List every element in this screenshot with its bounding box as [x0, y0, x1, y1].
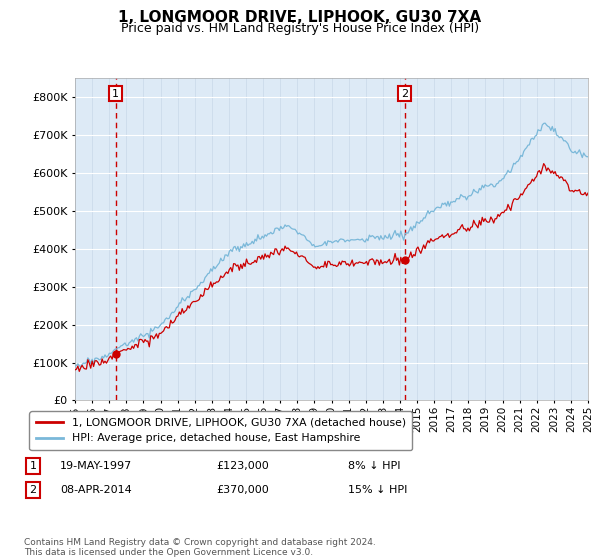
Text: 1: 1 — [112, 88, 119, 99]
Text: 1, LONGMOOR DRIVE, LIPHOOK, GU30 7XA: 1, LONGMOOR DRIVE, LIPHOOK, GU30 7XA — [118, 10, 482, 25]
Text: £370,000: £370,000 — [216, 485, 269, 495]
Text: 08-APR-2014: 08-APR-2014 — [60, 485, 132, 495]
Legend: 1, LONGMOOR DRIVE, LIPHOOK, GU30 7XA (detached house), HPI: Average price, detac: 1, LONGMOOR DRIVE, LIPHOOK, GU30 7XA (de… — [29, 412, 412, 450]
Text: Price paid vs. HM Land Registry's House Price Index (HPI): Price paid vs. HM Land Registry's House … — [121, 22, 479, 35]
Text: 2: 2 — [29, 485, 37, 495]
Text: 2: 2 — [401, 88, 408, 99]
Text: 19-MAY-1997: 19-MAY-1997 — [60, 461, 132, 471]
Text: 15% ↓ HPI: 15% ↓ HPI — [348, 485, 407, 495]
Text: 1: 1 — [29, 461, 37, 471]
Text: £123,000: £123,000 — [216, 461, 269, 471]
Text: Contains HM Land Registry data © Crown copyright and database right 2024.
This d: Contains HM Land Registry data © Crown c… — [24, 538, 376, 557]
Text: 8% ↓ HPI: 8% ↓ HPI — [348, 461, 401, 471]
